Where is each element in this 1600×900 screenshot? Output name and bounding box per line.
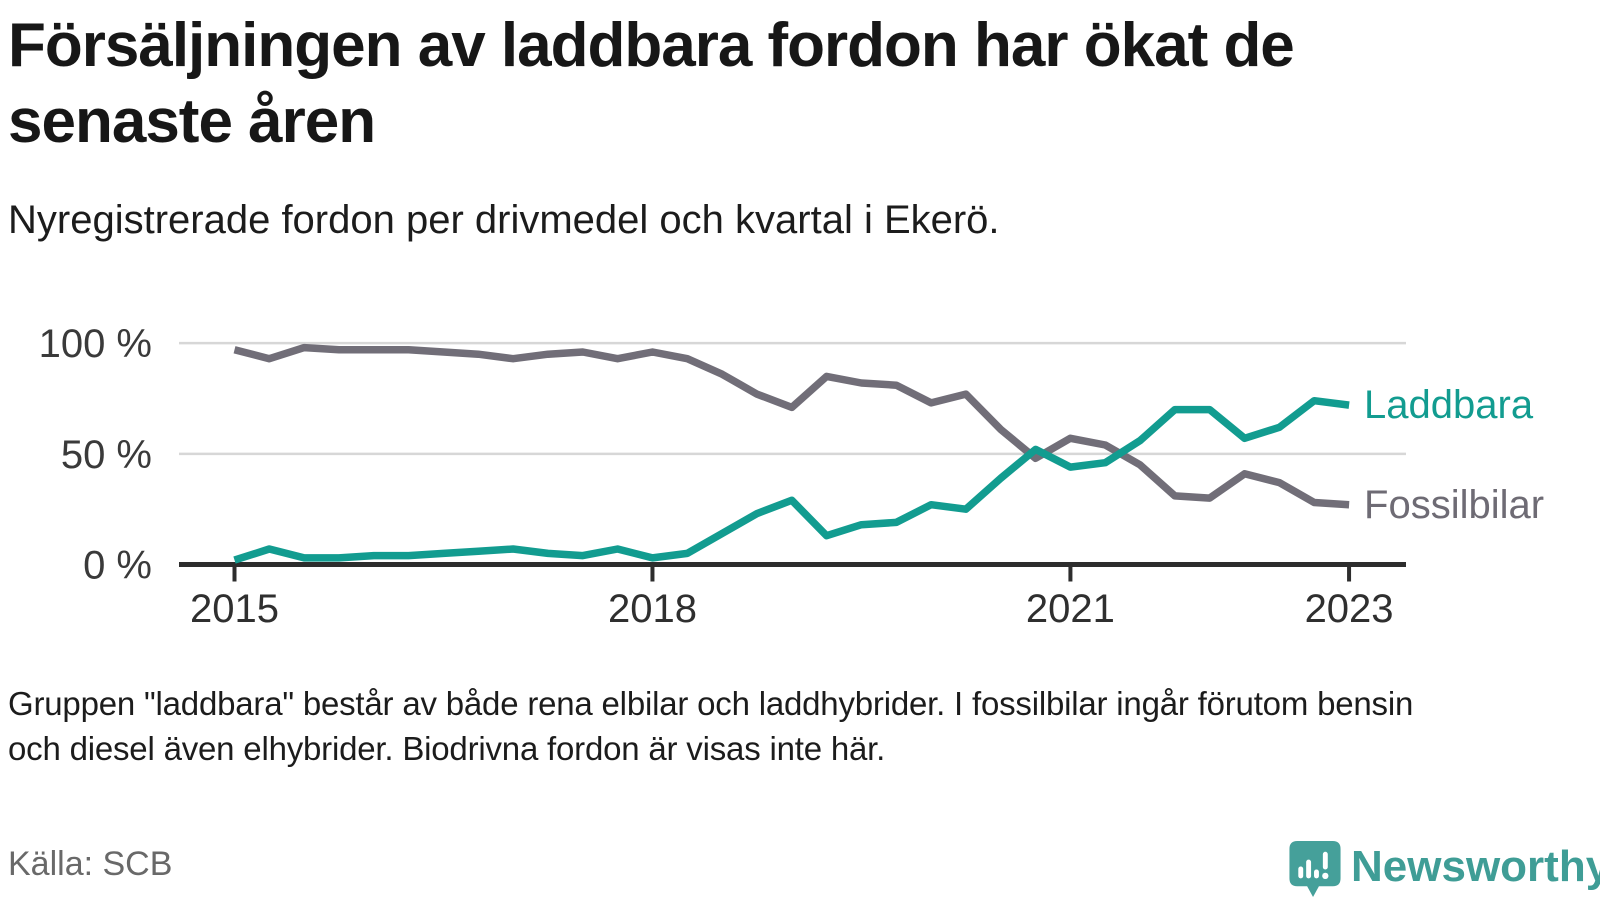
x-axis-label-2023: 2023	[1305, 587, 1394, 631]
source-label: Källa: SCB	[8, 845, 173, 883]
newsworthy-wordmark: Newsworthy	[1351, 842, 1600, 891]
y-axis-label-0: 0 %	[83, 544, 152, 588]
chart-footnote: Gruppen "laddbara" består av både rena e…	[8, 685, 1414, 767]
newsworthy-logo: Newsworthy	[1289, 840, 1600, 898]
series-line-fossilbilar	[233, 343, 1350, 509]
x-axis-label-2015: 2015	[190, 587, 279, 631]
legend-label-fossilbilar: Fossilbilar	[1364, 482, 1545, 527]
series-line-laddbara	[233, 396, 1350, 564]
page-title: Försäljningen av laddbara fordon har öka…	[8, 11, 1295, 156]
x-axis-label-2018: 2018	[608, 587, 697, 631]
chart-subtitle: Nyregistrerade fordon per drivmedel och …	[8, 198, 1000, 242]
newsworthy-pin-icon	[1289, 841, 1341, 898]
legend-label-laddbara: Laddbara	[1364, 383, 1534, 428]
y-axis-label-100: 100 %	[39, 322, 152, 366]
y-axis-label-50: 50 %	[61, 433, 152, 477]
x-axis-label-2021: 2021	[1026, 587, 1115, 631]
